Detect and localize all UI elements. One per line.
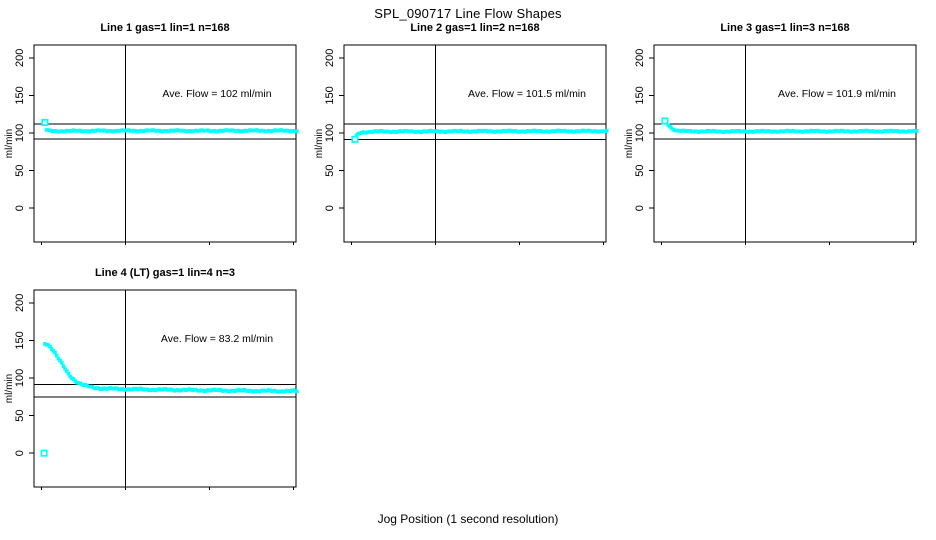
data-point: [63, 367, 67, 371]
axes: [649, 44, 917, 245]
data-point: [71, 377, 76, 381]
data-point: [66, 371, 71, 376]
panel-line3: 050100150050100150200 Line 3 gas=1 lin=3…: [620, 0, 930, 245]
outlier-data-point: [41, 118, 49, 126]
x-axis-label: Jog Position (1 second resolution): [377, 512, 559, 526]
data-points: [41, 118, 299, 134]
y-tick-label: 100: [634, 124, 646, 142]
panel-line3-y-axis-label: ml/min: [624, 128, 635, 159]
panel-line4-plot-area: 050100150050100150200: [14, 289, 299, 490]
data-point: [54, 353, 59, 358]
tick-labels: 050100150050100150200: [324, 49, 336, 212]
y-tick-label: 50: [634, 164, 646, 176]
data-points: [351, 128, 609, 143]
y-tick-label: 0: [14, 205, 26, 211]
data-point: [64, 369, 69, 373]
y-tick-label: 200: [324, 49, 336, 67]
y-tick-label: 0: [634, 205, 646, 211]
data-point: [53, 350, 57, 355]
data-point: [915, 129, 919, 133]
panel-line3-ave-flow-annotation: Ave. Flow = 101.9 ml/min: [778, 88, 896, 100]
panel-line4-title: Line 4 (LT) gas=1 lin=4 n=3: [94, 267, 236, 279]
data-points: [661, 117, 919, 134]
y-tick-label: 200: [14, 49, 26, 67]
y-tick-label: 150: [14, 331, 26, 349]
data-point: [56, 356, 61, 361]
y-tick-label: 50: [14, 164, 26, 176]
y-tick-label: 0: [324, 205, 336, 211]
data-point: [49, 347, 54, 351]
y-tick-label: 200: [634, 49, 646, 67]
y-tick-label: 100: [324, 124, 336, 142]
outlier-data-point: [40, 449, 48, 457]
data-point: [61, 364, 66, 368]
panel-line1-plot-area: 050100150050100150200: [14, 44, 299, 245]
panel-line2-y-axis-label: ml/min: [314, 128, 325, 159]
y-tick-label: 150: [324, 86, 336, 104]
y-tick-label: 150: [14, 86, 26, 104]
outlier-data-point: [351, 135, 359, 143]
panel-line1-title: Line 1 gas=1 lin=1 n=168: [100, 22, 230, 34]
chart-main-title: SPL_090717 Line Flow Shapes: [374, 6, 562, 21]
panel-line2-plot-area: 050100150050100150200: [324, 44, 609, 245]
outlier-data-point: [661, 117, 669, 125]
y-tick-label: 200: [14, 294, 26, 312]
panel-line2-title: Line 2 gas=1 lin=2 n=168: [410, 22, 540, 34]
panel-line2-ave-flow-annotation: Ave. Flow = 101.5 ml/min: [468, 88, 586, 100]
data-point: [295, 389, 299, 394]
data-points: [40, 342, 299, 457]
data-point: [58, 358, 62, 363]
y-tick-label: 0: [14, 450, 26, 456]
y-tick-label: 100: [14, 124, 26, 142]
tick-labels: 050100150050100150200: [634, 49, 646, 212]
axes: [29, 44, 297, 245]
panel-line3-plot-area: 050100150050100150200: [634, 44, 919, 245]
data-point: [59, 360, 64, 365]
tick-labels: 050100150050100150200: [14, 294, 26, 457]
panel-line3-title: Line 3 gas=1 lin=3 n=168: [720, 22, 850, 34]
y-tick-label: 50: [14, 409, 26, 421]
panel-line2: 050100150050100150200 Line 2 gas=1 lin=2…: [310, 0, 620, 245]
panel-line4-ave-flow-annotation: Ave. Flow = 83.2 ml/min: [160, 333, 274, 345]
y-tick-label: 150: [634, 86, 646, 104]
data-point: [295, 129, 299, 134]
panel-line1-ave-flow-annotation: Ave. Flow = 102 ml/min: [162, 88, 272, 100]
panel-line1: 050100150050100150200 Line 1 gas=1 lin=1…: [0, 0, 310, 245]
axes: [339, 44, 607, 245]
panel-line4-y-axis-label: ml/min: [4, 373, 15, 404]
panel-line4: 050100150050100150200 Line 4 (LT) gas=1 …: [0, 245, 310, 490]
y-tick-label: 50: [324, 164, 336, 176]
tick-labels: 050100150050100150200: [14, 49, 26, 212]
data-point: [48, 344, 52, 349]
y-tick-label: 100: [14, 369, 26, 387]
data-point: [605, 128, 609, 133]
panel-line1-y-axis-label: ml/min: [4, 128, 15, 159]
